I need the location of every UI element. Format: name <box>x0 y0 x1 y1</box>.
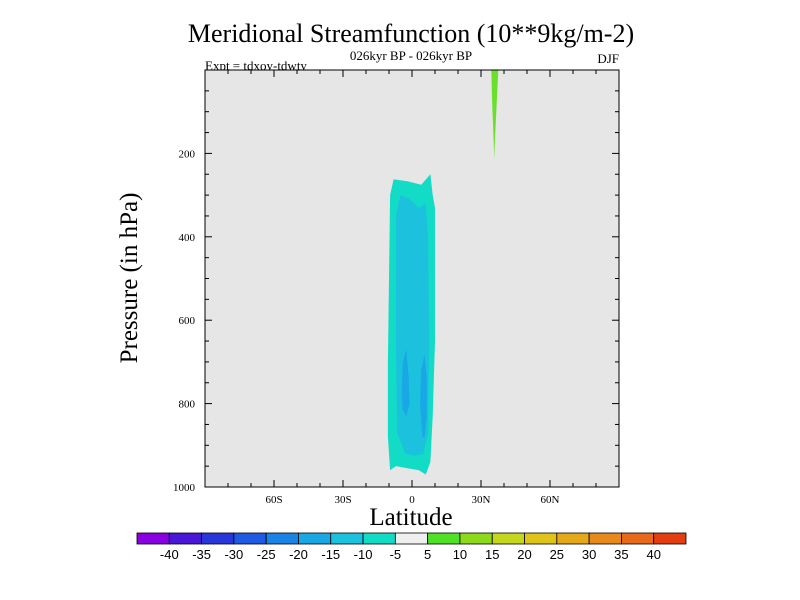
colorbar-label: -10 <box>354 547 373 562</box>
colorbar-label: 40 <box>646 547 660 562</box>
colorbar-box-1 <box>168 532 202 545</box>
colorbar-label: -35 <box>192 547 211 562</box>
colorbar-box-12 <box>524 532 558 545</box>
colorbar-label: 25 <box>550 547 564 562</box>
chart-subtitle-right: DJF <box>597 51 619 66</box>
colorbar-label: -30 <box>224 547 243 562</box>
colorbar-box-16 <box>653 532 687 545</box>
x-tick-label: 60N <box>541 494 560 506</box>
contour-region-2 <box>401 349 410 417</box>
colorbar-box-8 <box>394 532 429 545</box>
colorbar-box-3 <box>233 532 267 545</box>
colorbar-label: 10 <box>453 547 467 562</box>
colorbar-box-10 <box>459 532 493 545</box>
colorbar-box-7 <box>362 532 396 545</box>
chart-subtitle-center: 026kyr BP - 026kyr BP <box>350 48 472 63</box>
x-tick-label: 30S <box>334 494 351 506</box>
colorbar-label: 20 <box>517 547 531 562</box>
contour-regions <box>387 70 499 475</box>
colorbar-label: 35 <box>614 547 628 562</box>
colorbar-label: 15 <box>485 547 499 562</box>
x-axis-title: Latitude <box>369 504 452 531</box>
colorbar-label: 5 <box>424 547 431 562</box>
chart-subtitle-left: Expt = tdxoy-tdwty <box>205 58 307 73</box>
colorbar-label: -15 <box>321 547 340 562</box>
colorbar-box-13 <box>556 532 590 545</box>
contour-region-3 <box>420 353 427 437</box>
x-tick-label: 0 <box>409 494 415 506</box>
colorbar-box-0 <box>136 532 170 545</box>
axis-ticks: 60S 30S 0 30N 60N 200 400 600 800 1000 <box>173 70 619 506</box>
y-tick-label: 400 <box>179 232 196 244</box>
colorbar-label: -40 <box>160 547 179 562</box>
colorbar-label: -20 <box>289 547 308 562</box>
colorbar-label: -5 <box>390 547 402 562</box>
y-tick-label: 1000 <box>173 482 196 494</box>
colorbar: -40 -35 -30 -25 -20 -15 -10 -5 5 10 15 20 25 30 35 40 <box>136 532 687 562</box>
x-tick-label: 60S <box>265 494 282 506</box>
chart-title: Meridional Streamfunction (10**9kg/m-2) <box>188 19 634 48</box>
colorbar-box-9 <box>427 532 461 545</box>
colorbar-box-4 <box>265 532 299 545</box>
x-tick-label: 30N <box>472 494 491 506</box>
colorbar-label: 30 <box>582 547 596 562</box>
colorbar-box-6 <box>330 532 364 545</box>
colorbar-label: -25 <box>257 547 276 562</box>
colorbar-box-11 <box>491 532 525 545</box>
y-tick-label: 800 <box>179 399 196 411</box>
contour-region-4 <box>491 70 499 160</box>
y-tick-label: 200 <box>179 148 196 160</box>
colorbar-box-14 <box>588 532 622 545</box>
y-tick-label: 600 <box>179 315 196 327</box>
colorbar-box-2 <box>201 532 235 545</box>
colorbar-box-5 <box>298 532 332 545</box>
y-axis-title: Pressure (in hPa) <box>116 193 143 364</box>
colorbar-box-15 <box>621 532 655 545</box>
